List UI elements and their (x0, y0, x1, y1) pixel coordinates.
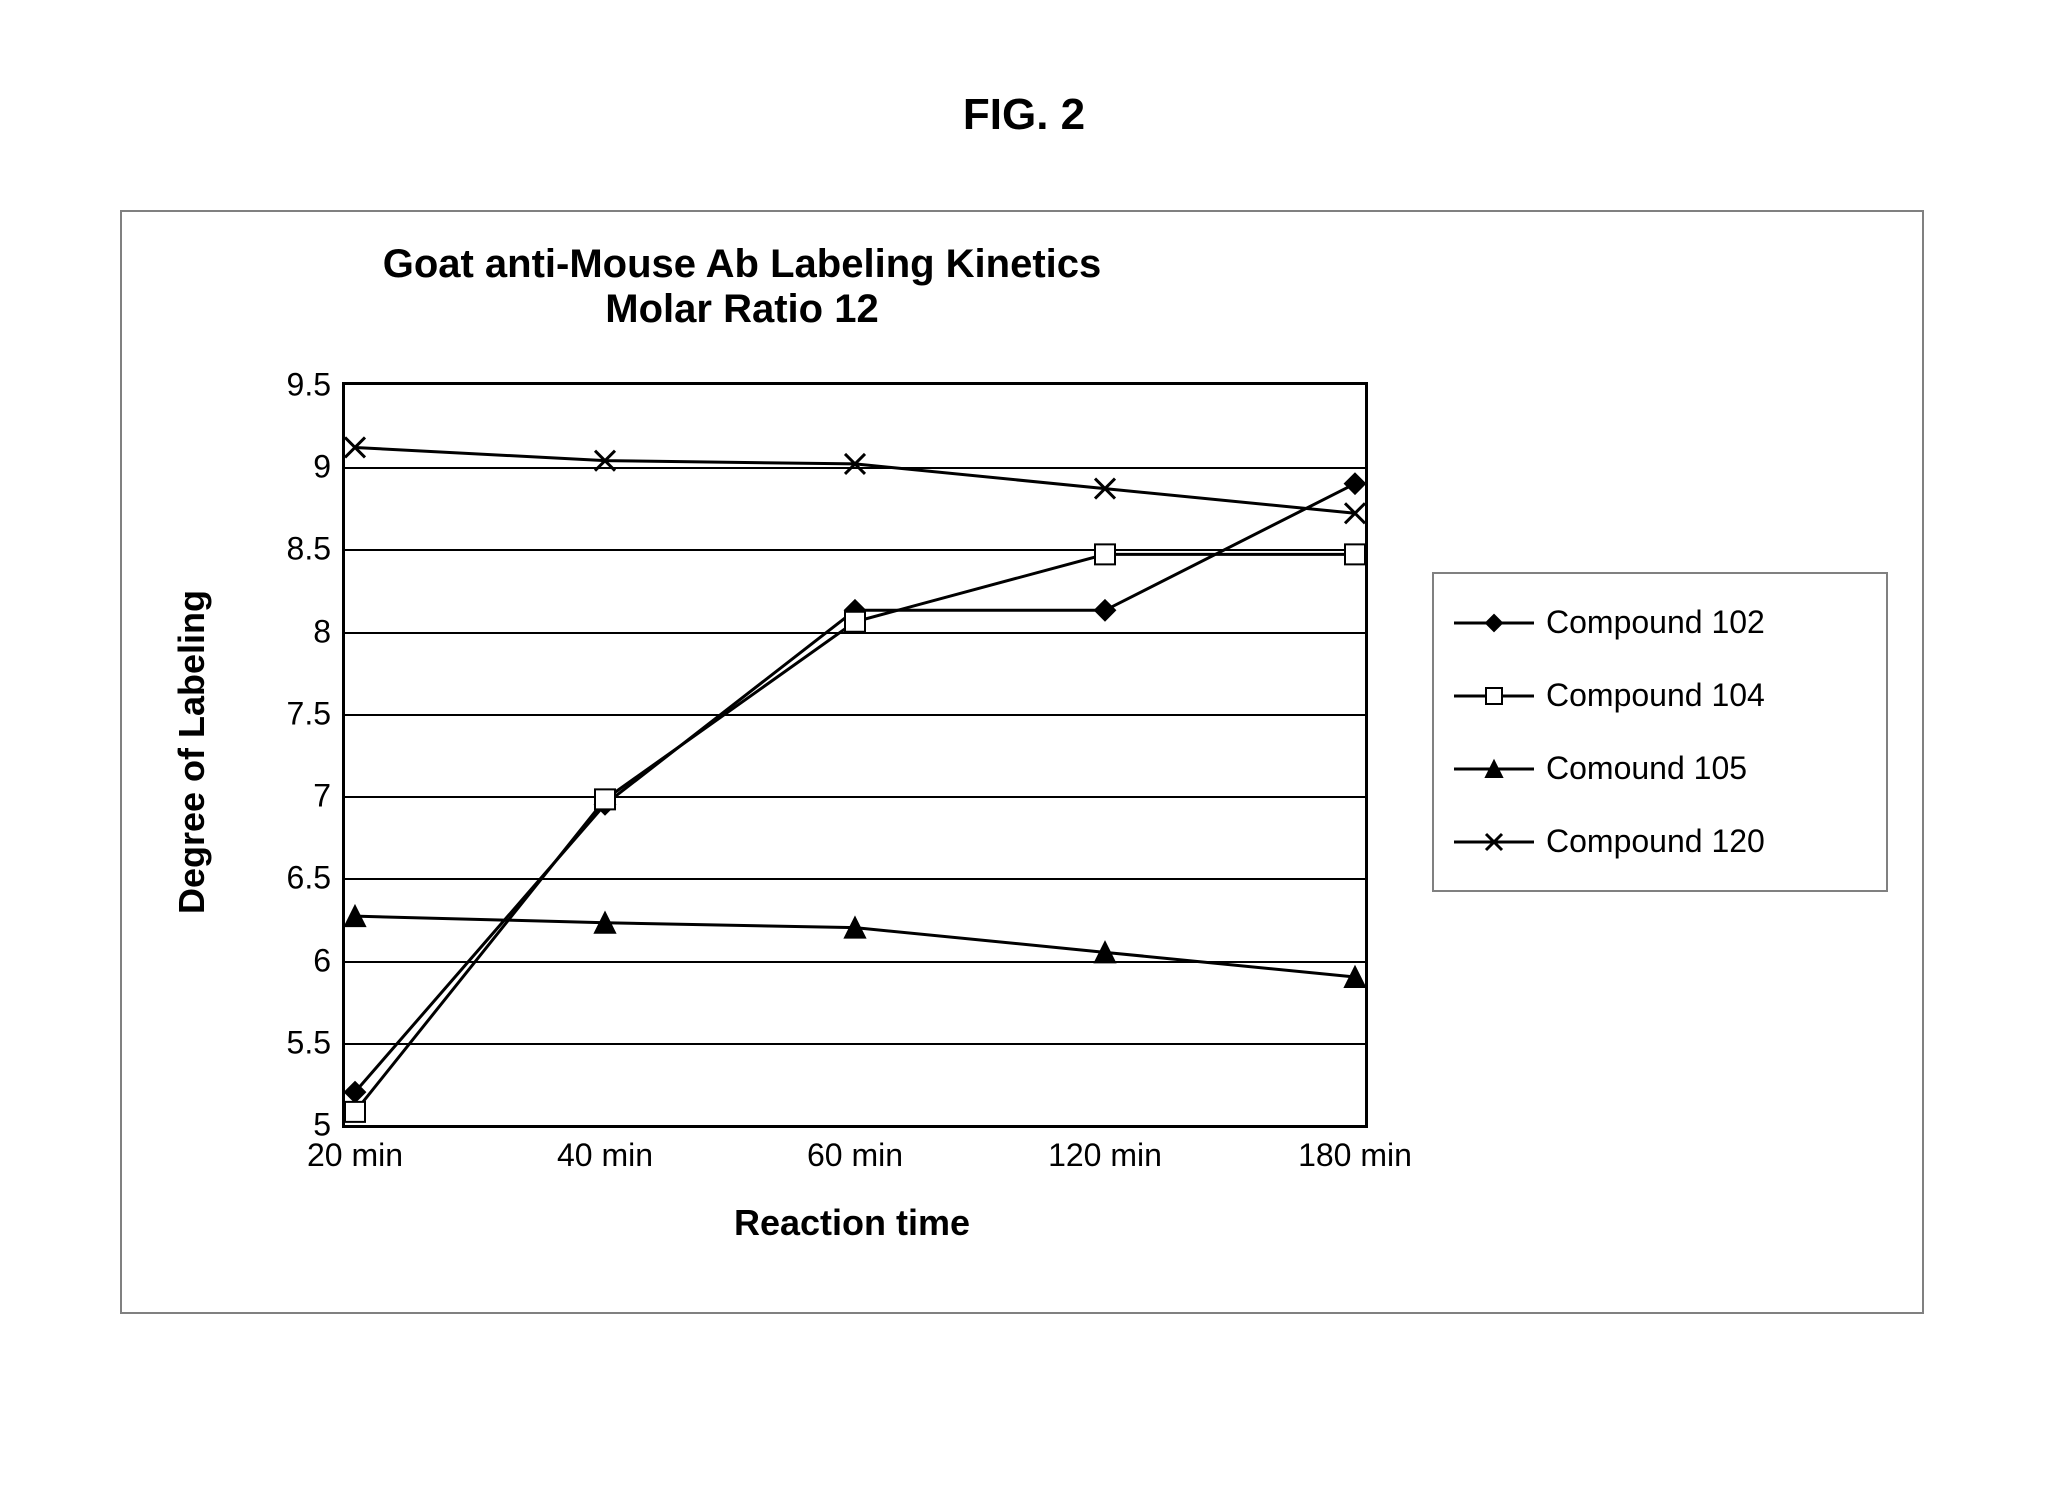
legend-swatch (1454, 684, 1534, 708)
legend-label: Compound 102 (1546, 604, 1765, 641)
x-axis-label: Reaction time (734, 1202, 970, 1244)
y-tick-label: 6.5 (287, 860, 345, 897)
x-tick-label: 20 min (307, 1125, 403, 1174)
x-tick-label: 60 min (807, 1125, 903, 1174)
series-marker (345, 1102, 365, 1122)
y-tick-label: 8.5 (287, 531, 345, 568)
page: FIG. 2 Goat anti-Mouse Ab Labeling Kinet… (0, 0, 2048, 1491)
x-tick-label: 180 min (1298, 1125, 1412, 1174)
legend-item: Comound 105 (1450, 732, 1870, 805)
y-axis-label: Degree of Labeling (171, 590, 213, 914)
legend-label: Compound 104 (1546, 677, 1765, 714)
chart-panel: Goat anti-Mouse Ab Labeling Kinetics Mol… (120, 210, 1924, 1314)
y-tick-label: 9.5 (287, 367, 345, 404)
legend-item: Compound 102 (1450, 586, 1870, 659)
series-marker (1345, 474, 1365, 494)
y-tick-label: 6 (313, 942, 345, 979)
series-marker (1345, 544, 1365, 564)
legend-label: Compound 120 (1546, 823, 1765, 860)
chart-title-line2: Molar Ratio 12 (122, 287, 1362, 332)
series-marker (595, 789, 615, 809)
legend-swatch (1454, 830, 1534, 854)
legend-item: Compound 120 (1450, 805, 1870, 878)
figure-label: FIG. 2 (0, 90, 2048, 140)
x-tick-label: 40 min (557, 1125, 653, 1174)
series-marker (1095, 544, 1115, 564)
y-tick-label: 8 (313, 613, 345, 650)
y-tick-label: 7.5 (287, 695, 345, 732)
series-line (355, 484, 1355, 1092)
x-tick-label: 120 min (1048, 1125, 1162, 1174)
series-line (355, 554, 1355, 1111)
series-marker (845, 612, 865, 632)
series-line (355, 447, 1355, 513)
legend-item: Compound 104 (1450, 659, 1870, 732)
legend-swatch (1454, 757, 1534, 781)
plot-area: 55.566.577.588.599.520 min40 min60 min12… (342, 382, 1368, 1128)
chart-title: Goat anti-Mouse Ab Labeling Kinetics Mol… (122, 242, 1362, 332)
legend-label: Comound 105 (1546, 750, 1747, 787)
legend-swatch (1454, 611, 1534, 635)
y-tick-label: 9 (313, 449, 345, 486)
series-layer (345, 385, 1365, 1125)
chart-title-line1: Goat anti-Mouse Ab Labeling Kinetics (122, 242, 1362, 287)
y-tick-label: 7 (313, 778, 345, 815)
series-marker (1095, 600, 1115, 620)
y-tick-label: 5.5 (287, 1024, 345, 1061)
legend: Compound 102 Compound 104 Comound 105 Compo… (1432, 572, 1888, 892)
